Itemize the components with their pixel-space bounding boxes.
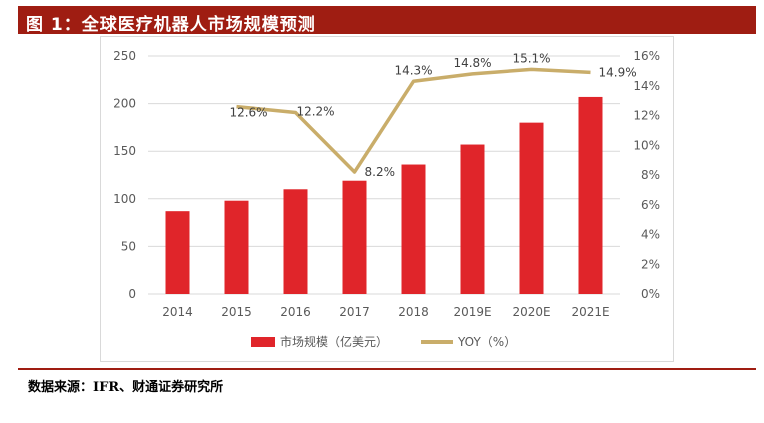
yoy-data-label: 12.6% <box>229 106 267 120</box>
left-tick-label: 50 <box>121 239 136 253</box>
x-tick-label: 2018 <box>398 305 429 319</box>
bar <box>460 144 485 294</box>
figure-header: 图 1：全球医疗机器人市场规模预测 <box>18 6 756 35</box>
legend-line-label: YOY（%） <box>457 335 516 349</box>
data-source: 数据来源：IFR、财通证券研究所 <box>28 380 224 395</box>
right-tick-label: 0% <box>641 287 660 301</box>
left-tick-label: 200 <box>113 97 136 111</box>
yoy-data-label: 14.3% <box>394 63 432 77</box>
legend-bar-swatch <box>251 337 275 347</box>
right-tick-label: 2% <box>641 257 660 271</box>
yoy-data-label: 12.2% <box>296 105 334 119</box>
left-tick-label: 150 <box>113 144 136 158</box>
x-tick-label: 2021E <box>571 305 609 319</box>
left-tick-label: 100 <box>113 192 136 206</box>
bar <box>224 200 249 294</box>
right-tick-label: 16% <box>633 49 660 63</box>
bar <box>401 164 426 294</box>
x-tick-label: 2015 <box>221 305 252 319</box>
bar-series <box>165 96 603 294</box>
left-tick-label: 250 <box>113 49 136 63</box>
yoy-data-label: 14.9% <box>599 65 637 79</box>
x-tick-label: 2020E <box>512 305 550 319</box>
figure-title: 图 1：全球医疗机器人市场规模预测 <box>26 15 316 35</box>
right-tick-label: 4% <box>641 228 660 242</box>
legend-bar-label: 市场规模（亿美元） <box>280 334 388 349</box>
yoy-data-label: 15.1% <box>512 51 550 65</box>
x-tick-label: 2016 <box>280 305 311 319</box>
x-tick-label: 2014 <box>162 305 193 319</box>
bar <box>519 122 544 294</box>
yoy-data-label: 14.8% <box>453 56 491 70</box>
left-axis: 0 50 100 150 200 250 <box>113 49 136 301</box>
right-tick-label: 14% <box>633 79 660 93</box>
right-axis: 0% 2% 4% 6% 8% 10% 12% 14% 16% <box>633 49 660 301</box>
yoy-line <box>236 67 591 174</box>
bar <box>342 180 367 294</box>
bar <box>578 96 603 294</box>
x-tick-label: 2017 <box>339 305 370 319</box>
yoy-data-label: 8.2% <box>365 165 396 179</box>
right-tick-label: 6% <box>641 198 660 212</box>
bar <box>165 211 190 294</box>
right-tick-label: 12% <box>633 109 660 123</box>
chart-frame <box>100 36 674 362</box>
legend: 市场规模（亿美元） YOY（%） <box>251 334 516 349</box>
x-axis: 2014 2015 2016 2017 2018 2019E 2020E 2021E <box>162 305 609 319</box>
right-tick-label: 8% <box>641 168 660 182</box>
right-tick-label: 10% <box>633 138 660 152</box>
left-tick-label: 0 <box>128 287 136 301</box>
x-tick-label: 2019E <box>453 305 491 319</box>
footer-divider <box>18 368 756 370</box>
bar <box>283 189 308 294</box>
yoy-line-series: 12.6% 12.2% 8.2% 14.3% 14.8% 15.1% 14.9% <box>229 51 636 179</box>
